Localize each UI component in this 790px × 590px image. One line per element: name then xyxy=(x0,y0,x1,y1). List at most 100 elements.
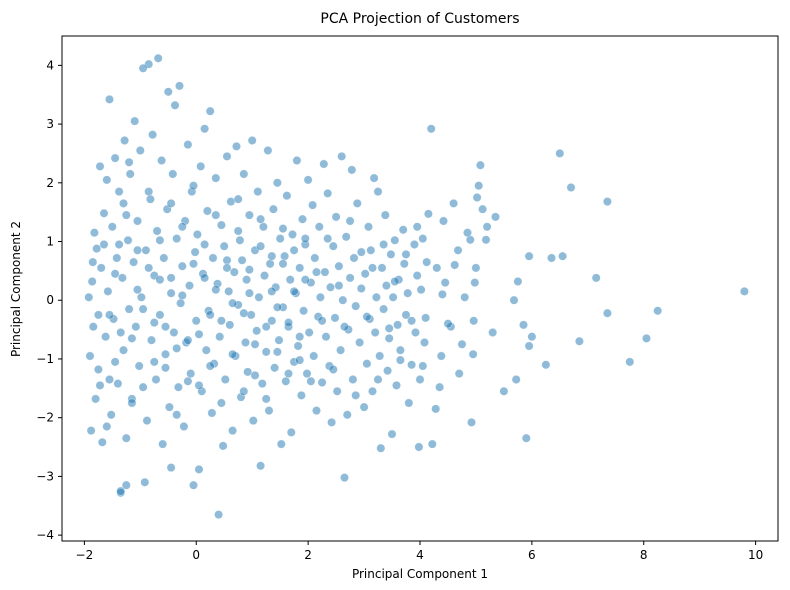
scatter-point xyxy=(345,273,355,283)
scatter-point xyxy=(423,209,433,219)
scatter-point xyxy=(110,357,120,367)
scatter-point xyxy=(418,361,428,371)
scatter-point xyxy=(450,260,460,270)
scatter-point xyxy=(371,292,381,302)
scatter-point xyxy=(482,222,492,232)
x-tick-label: 8 xyxy=(640,548,648,562)
scatter-point xyxy=(490,212,500,222)
scatter-point xyxy=(342,410,352,420)
scatter-point xyxy=(283,369,293,379)
scatter-point xyxy=(133,216,143,226)
scatter-point xyxy=(320,267,330,277)
scatter-point xyxy=(278,259,288,269)
scatter-point xyxy=(185,281,195,291)
scatter-point xyxy=(224,286,234,296)
scatter-point xyxy=(289,245,299,255)
scatter-point xyxy=(172,410,182,420)
scatter-point xyxy=(488,327,498,337)
scatter-point xyxy=(239,308,249,318)
scatter-point xyxy=(200,124,210,134)
scatter-point xyxy=(99,208,109,218)
scatter-point xyxy=(239,169,249,179)
scatter-point xyxy=(168,169,178,179)
scatter-point xyxy=(457,339,467,349)
scatter-point xyxy=(119,198,129,208)
scatter-point xyxy=(308,200,318,210)
scatter-point xyxy=(175,81,185,91)
scatter-point xyxy=(142,416,152,426)
scatter-point xyxy=(328,241,338,251)
y-tick-label: 3 xyxy=(46,117,54,131)
scatter-point xyxy=(323,234,333,244)
scatter-point xyxy=(121,210,131,220)
scatter-point xyxy=(88,257,98,267)
scatter-point xyxy=(332,386,342,396)
scatter-point xyxy=(166,273,176,283)
scatter-point xyxy=(472,193,482,203)
scatter-point xyxy=(155,310,165,320)
scatter-point xyxy=(376,443,386,453)
x-tick-label: 0 xyxy=(192,548,200,562)
scatter-point xyxy=(261,394,271,404)
scatter-point xyxy=(395,355,405,365)
scatter-point xyxy=(436,351,446,361)
scatter-point xyxy=(304,327,314,337)
scatter-point xyxy=(172,343,182,353)
scatter-point xyxy=(474,181,484,191)
scatter-point xyxy=(440,278,450,288)
scatter-point xyxy=(161,349,171,359)
scatter-point xyxy=(352,198,362,208)
scatter-point xyxy=(248,416,258,426)
scatter-point xyxy=(272,178,282,188)
scatter-point xyxy=(205,361,215,371)
scatter-point xyxy=(416,285,426,295)
scatter-point xyxy=(194,464,204,474)
scatter-point xyxy=(163,87,173,97)
scatter-point xyxy=(267,286,277,296)
scatter-point xyxy=(287,230,297,240)
scatter-point xyxy=(155,275,165,285)
scatter-point xyxy=(211,285,221,295)
scatter-point xyxy=(317,316,327,326)
scatter-point xyxy=(125,169,135,179)
scatter-point xyxy=(253,187,263,197)
scatter-point xyxy=(222,263,232,273)
scatter-point xyxy=(158,439,168,449)
scatter-point xyxy=(123,235,133,245)
scatter-point xyxy=(314,222,324,232)
scatter-point xyxy=(222,151,232,161)
scatter-point xyxy=(258,222,268,232)
y-tick-label: −2 xyxy=(36,411,54,425)
scatter-point xyxy=(233,194,243,204)
scatter-point xyxy=(310,253,320,263)
scatter-point xyxy=(366,245,376,255)
scatter-point xyxy=(164,402,174,412)
scatter-point xyxy=(391,380,401,390)
scatter-point xyxy=(200,273,210,283)
scatter-point xyxy=(453,245,463,255)
x-tick-label: −2 xyxy=(76,548,94,562)
y-tick-label: −4 xyxy=(36,528,54,542)
scatter-point xyxy=(407,360,417,370)
scatter-point xyxy=(438,216,448,226)
scatter-point xyxy=(112,253,122,263)
scatter-point xyxy=(192,230,202,240)
scatter-point xyxy=(285,275,295,285)
scatter-point xyxy=(272,347,282,357)
scatter-point xyxy=(541,360,551,370)
scatter-point xyxy=(259,271,269,281)
scatter-point xyxy=(155,235,165,245)
y-tick-label: −3 xyxy=(36,469,54,483)
x-tick-label: 10 xyxy=(748,548,763,562)
scatter-point xyxy=(138,382,148,392)
scatter-point xyxy=(136,292,146,302)
scatter-point xyxy=(321,332,331,342)
scatter-point xyxy=(426,124,436,134)
scatter-point xyxy=(449,198,459,208)
scatter-point xyxy=(172,234,182,244)
x-tick-label: 4 xyxy=(416,548,424,562)
scatter-point xyxy=(306,376,316,386)
scatter-point xyxy=(432,263,442,273)
scatter-point xyxy=(124,157,134,167)
scatter-point xyxy=(276,439,286,449)
